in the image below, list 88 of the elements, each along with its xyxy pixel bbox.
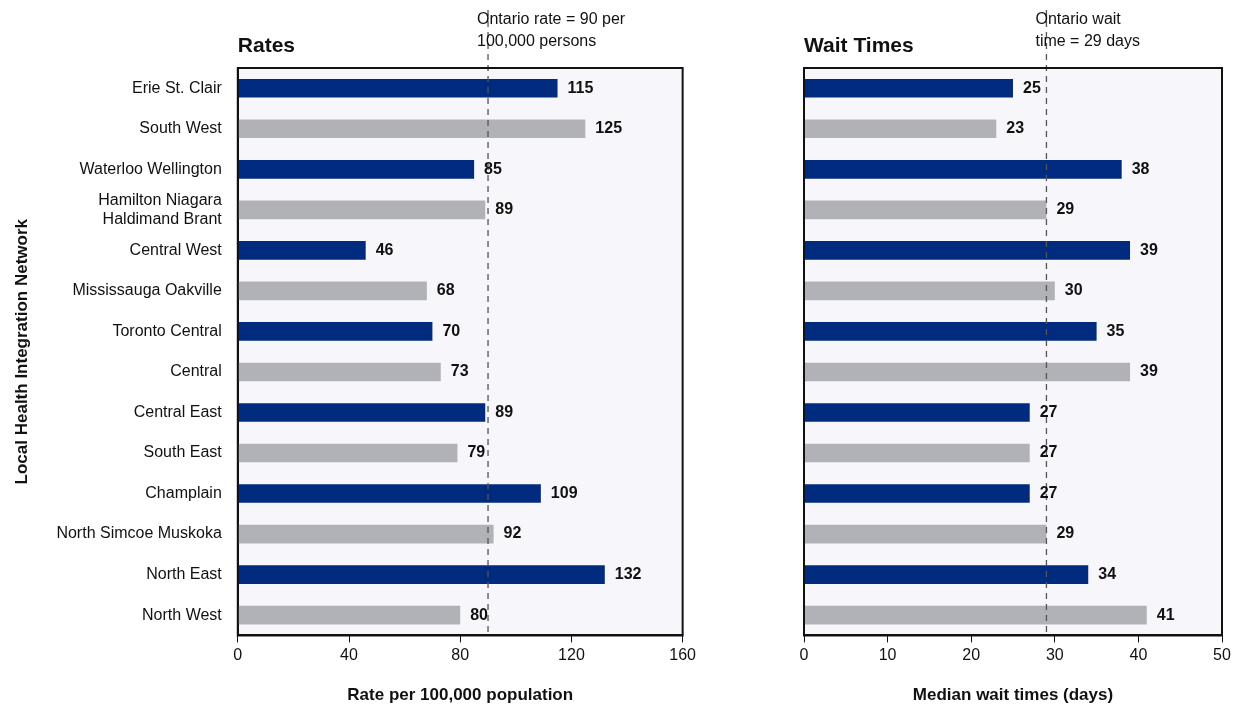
bar [804,565,1089,584]
y-tick-label: Champlain [145,483,222,501]
bar [238,443,458,463]
data-label: 38 [1131,159,1150,177]
x-tick-label: 0 [233,646,243,664]
x-tick-label: 20 [962,646,981,664]
x-tick-label: 0 [799,646,809,664]
y-tick-label: North West [142,605,223,623]
x-tick-label: 40 [1129,646,1148,664]
data-label: 39 [1140,362,1158,380]
bar [804,605,1147,625]
data-label: 29 [1056,524,1075,542]
x-tick-label: 120 [558,646,585,664]
data-label: 80 [470,605,489,623]
y-tick-label: Central West [129,240,223,258]
data-label: 89 [495,200,514,218]
bar [804,524,1047,544]
bar [238,484,541,503]
x-tick-label: 40 [340,646,359,664]
data-label: 70 [442,321,461,339]
y-tick-label: North East [146,565,223,583]
ref-line-label: Ontario rate = 90 per 100,000 persons [477,10,626,49]
chart-title: Rates [237,33,295,56]
ref-line-label: Ontario wait time = 29 days [1035,10,1140,49]
bar [238,565,605,584]
bar [238,524,494,544]
bar [238,403,486,422]
bar [804,160,1122,179]
bar [238,605,461,625]
x-axis-title: Rate per 100,000 population [347,685,574,705]
bar [804,443,1030,463]
data-label: 41 [1156,605,1175,623]
data-label: 109 [550,483,578,501]
data-label: 89 [495,402,514,420]
x-tick-label: 80 [451,646,470,664]
y-tick-label: South East [143,443,223,461]
bar [238,241,366,260]
data-label: 30 [1064,281,1083,299]
data-label: 25 [1023,78,1041,96]
bar [238,281,427,301]
y-tick-label: North Simcoe Muskoka [56,524,222,542]
data-label: 125 [595,119,623,137]
x-axis-title: Median wait times (days) [912,685,1114,705]
bar [804,200,1047,220]
data-label: 35 [1106,321,1125,339]
data-label: 23 [1006,119,1025,137]
y-tick-label: Erie St. Clair [131,78,223,96]
x-tick-label: 160 [669,646,697,664]
bar [238,362,441,382]
data-label: 29 [1056,200,1075,218]
bar [238,322,433,341]
bar [804,484,1030,503]
bar [804,322,1097,341]
data-label: 132 [614,565,642,583]
data-label: 73 [450,362,469,380]
data-label: 27 [1039,443,1058,461]
data-label: 85 [484,159,503,177]
bar [238,200,486,220]
bar [804,78,1013,98]
y-tick-label: Toronto Central [112,321,222,339]
x-tick-label: 10 [878,646,897,664]
y-axis-title: Local Health Integration Network [11,218,31,485]
data-label: 27 [1039,483,1058,501]
bar [804,119,997,139]
chart-title: Wait Times [804,33,914,56]
bar [238,119,586,139]
bar [804,281,1055,301]
data-label: 34 [1098,565,1117,583]
bar [804,241,1131,260]
data-label: 46 [375,240,394,258]
bar [238,160,475,179]
y-tick-label: South West [139,119,223,137]
data-label: 27 [1039,402,1058,420]
data-label: 79 [467,443,486,461]
y-tick-label: Waterloo Wellington [79,159,222,177]
x-tick-label: 50 [1213,646,1231,664]
bar [804,403,1030,422]
data-label: 115 [567,78,594,96]
y-tick-label: Mississauga Oakville [72,281,222,299]
data-label: 68 [436,281,455,299]
bar [238,78,558,98]
bar [804,362,1131,382]
y-tick-label: Hamilton Niagara Haldimand Brant [98,190,223,227]
y-tick-label: Central [170,362,222,380]
x-tick-label: 30 [1045,646,1064,664]
data-label: 39 [1140,240,1158,258]
y-tick-label: Central East [133,402,223,420]
data-label: 92 [503,524,522,542]
